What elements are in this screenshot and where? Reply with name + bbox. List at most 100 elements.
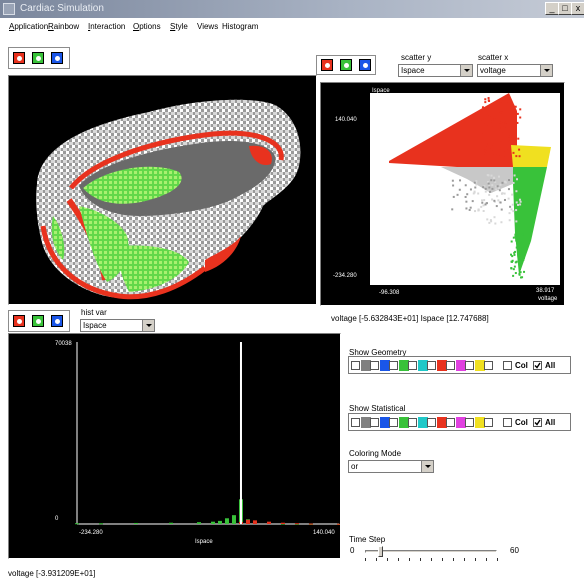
scatter-y-select[interactable]: Ispace (398, 64, 473, 77)
scatter-point (481, 199, 484, 202)
blue-toggle[interactable] (359, 59, 371, 71)
statistical-color-swatch-8[interactable] (494, 417, 504, 428)
scatter-point (512, 274, 515, 277)
red-toggle[interactable] (13, 52, 25, 64)
time-step-label: Time Step (349, 535, 386, 544)
geometry-all-checkbox[interactable] (533, 361, 542, 370)
coloring-mode-select[interactable]: or (348, 460, 434, 473)
minimize-button[interactable]: _ (545, 2, 559, 15)
chevron-down-icon[interactable] (142, 320, 154, 331)
hist-var-select[interactable]: Ispace (80, 319, 155, 332)
menu-interaction[interactable]: Interaction (88, 22, 126, 31)
menu-style[interactable]: Style (170, 22, 188, 31)
geometry-color-swatch-4[interactable] (418, 360, 428, 371)
geometry-color-swatch-3[interactable] (399, 360, 409, 371)
statistical-color-swatch-6[interactable] (456, 417, 466, 428)
scatter-point (507, 106, 510, 109)
heart-3d-view[interactable] (8, 75, 317, 305)
slider-tick (431, 558, 432, 561)
chevron-down-icon[interactable] (540, 65, 552, 76)
statistical-checkbox-1[interactable] (351, 418, 360, 427)
scatter-point (498, 119, 501, 122)
menu-views[interactable]: Views (197, 22, 219, 31)
green-toggle[interactable] (340, 59, 352, 71)
scatter-point (510, 240, 513, 243)
geometry-color-swatch-2[interactable] (380, 360, 390, 371)
menu-application[interactable]: Application (9, 22, 49, 31)
statistical-checkbox-5[interactable] (427, 418, 436, 427)
scatter-point (516, 178, 519, 181)
geometry-checkbox-6[interactable] (446, 361, 455, 370)
chevron-down-icon[interactable] (460, 65, 472, 76)
geometry-color-swatch-8[interactable] (494, 360, 504, 371)
statistical-color-swatch-5[interactable] (437, 417, 447, 428)
slider-thumb[interactable] (377, 546, 383, 557)
statistical-checkbox-6[interactable] (446, 418, 455, 427)
scatter-point (491, 187, 494, 190)
geometry-checkbox-3[interactable] (389, 361, 398, 370)
blue-toggle[interactable] (51, 315, 63, 327)
statistical-col-checkbox[interactable] (503, 418, 512, 427)
geometry-col-checkbox[interactable] (503, 361, 512, 370)
chevron-down-icon[interactable] (421, 461, 433, 472)
geometry-color-swatch-6[interactable] (456, 360, 466, 371)
scatter-point (515, 201, 518, 204)
geometry-color-swatch-7[interactable] (475, 360, 485, 371)
scatter-point (491, 184, 494, 187)
statistical-color-swatch-7[interactable] (475, 417, 485, 428)
slider-tick (420, 558, 421, 561)
green-toggle[interactable] (32, 315, 44, 327)
scatter-point (514, 272, 517, 275)
slider-tick (365, 558, 366, 561)
scatter-point (494, 222, 497, 225)
scatter-point (469, 188, 472, 191)
histogram-panel[interactable]: 70038 0 -234.280 140.040 Ispace (8, 333, 341, 559)
geometry-color-swatch-1[interactable] (361, 360, 371, 371)
scatter-point (489, 190, 492, 193)
geometry-col-label: Col (515, 361, 528, 370)
scatter-x-value: voltage (480, 66, 506, 75)
menu-rainbow[interactable]: Rainbow (48, 22, 80, 31)
statistical-checkbox-2[interactable] (370, 418, 379, 427)
view-toggle-scatter (316, 55, 376, 75)
menu-options[interactable]: Options (133, 22, 161, 31)
green-toggle[interactable] (32, 52, 44, 64)
statistical-all-checkbox[interactable] (533, 418, 542, 427)
geometry-checkbox-8[interactable] (484, 361, 493, 370)
statistical-checkbox-7[interactable] (465, 418, 474, 427)
scatter-point (507, 197, 510, 200)
statistical-checkbox-8[interactable] (484, 418, 493, 427)
statistical-color-swatch-4[interactable] (418, 417, 428, 428)
statistical-color-swatch-1[interactable] (361, 417, 371, 428)
scatter-point (495, 205, 498, 208)
scatter-point (488, 115, 491, 118)
statistical-color-swatch-3[interactable] (399, 417, 409, 428)
geometry-checkbox-1[interactable] (351, 361, 360, 370)
time-step-slider[interactable] (365, 546, 498, 561)
scatter-point (482, 133, 485, 136)
app-icon (3, 3, 15, 15)
scatter-plot-panel[interactable]: Ispace 140.040 -234.280 -96.308 38.917 v… (320, 82, 565, 306)
scatter-point (491, 118, 494, 121)
statistical-checkbox-4[interactable] (408, 418, 417, 427)
blue-toggle[interactable] (51, 52, 63, 64)
red-toggle[interactable] (13, 315, 25, 327)
scatter-point (465, 200, 468, 203)
menu-histogram[interactable]: Histogram (222, 22, 259, 31)
geometry-checkbox-2[interactable] (370, 361, 379, 370)
maximize-button[interactable]: □ (558, 2, 572, 15)
scatter-point (496, 195, 499, 198)
geometry-checkbox-7[interactable] (465, 361, 474, 370)
geometry-checkbox-5[interactable] (427, 361, 436, 370)
scatter-point (466, 193, 469, 196)
statistical-color-swatch-2[interactable] (380, 417, 390, 428)
scatter-point (494, 180, 497, 183)
close-button[interactable]: x (571, 2, 584, 15)
geometry-checkbox-4[interactable] (408, 361, 417, 370)
geometry-color-swatch-5[interactable] (437, 360, 447, 371)
scatter-point (481, 106, 484, 109)
statistical-checkbox-3[interactable] (389, 418, 398, 427)
scatter-x-select[interactable]: voltage (477, 64, 553, 77)
hist-bar-red (245, 519, 250, 524)
red-toggle[interactable] (321, 59, 333, 71)
